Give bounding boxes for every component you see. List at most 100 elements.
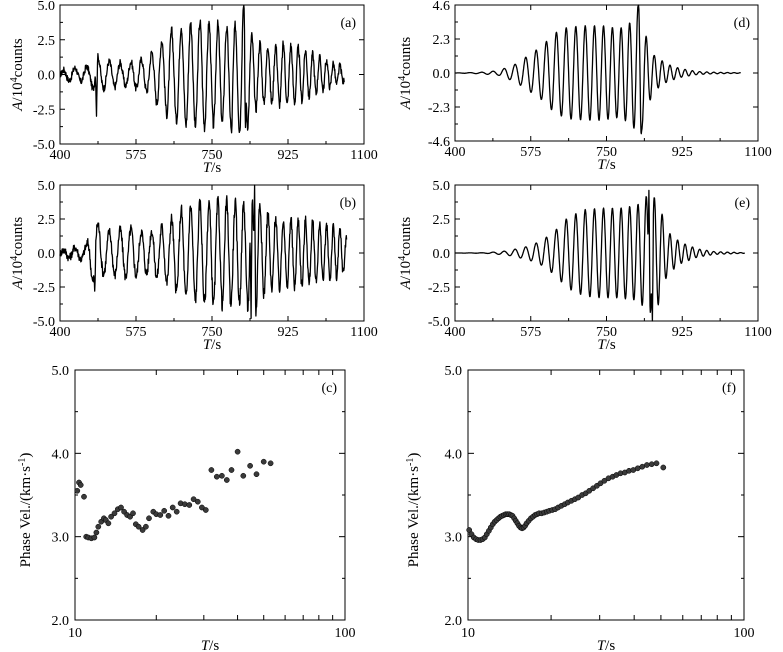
- x-tick-label-e: 925: [672, 325, 693, 340]
- x-axis-label-b: T/s: [203, 337, 222, 353]
- y-tick-label-e: -5.0: [428, 315, 450, 330]
- panel-label-d: (d): [734, 16, 751, 31]
- x-tick-label-d: 1100: [744, 145, 771, 160]
- data-point-c: [146, 515, 152, 522]
- y-tick-label-f: 2.0: [445, 614, 463, 629]
- waveform-trace-d: [454, 4, 741, 135]
- y-tick-label-c: 5.0: [52, 364, 70, 379]
- y-tick-label-a: -2.5: [33, 103, 55, 118]
- y-tick-label-d: 4.6: [433, 0, 451, 14]
- data-point-c: [161, 507, 168, 514]
- x-tick-label-a: 575: [126, 148, 147, 163]
- x-axis-label-c: T/s: [201, 638, 220, 652]
- data-point-c: [81, 493, 87, 500]
- data-point-c: [93, 529, 100, 536]
- y-tick-label-e: 2.5: [433, 213, 451, 228]
- x-tick-label-c: 100: [335, 626, 356, 641]
- y-tick-label-c: 3.0: [52, 531, 70, 546]
- data-point-c: [234, 448, 241, 455]
- x-tick-label-f: 10: [461, 626, 475, 641]
- panel-label-c: (c): [321, 381, 337, 396]
- y-tick-label-d: 0.0: [433, 67, 451, 82]
- data-point-c: [173, 508, 180, 515]
- data-point-c: [219, 472, 225, 479]
- y-tick-label-e: -2.5: [428, 281, 450, 296]
- y-tick-label-a: 5.0: [38, 0, 56, 14]
- y-axis-label-c: Phase Vel./(km·s-1): [17, 453, 35, 568]
- data-point-c: [267, 460, 274, 467]
- x-tick-label-b: 1100: [350, 325, 377, 340]
- y-tick-label-b: -2.5: [33, 281, 55, 296]
- panel-f: (f) 5.0 4.0 3.0 2.010 100 Phase Vel./(km·s-1) T…: [405, 364, 755, 652]
- data-point-f: [653, 460, 660, 467]
- data-point-c: [228, 467, 235, 473]
- x-tick-label-f: 100: [734, 626, 755, 641]
- y-axis-label-f: Phase Vel./(km·s-1): [405, 453, 423, 568]
- data-point-f: [648, 461, 655, 468]
- data-point-f: [660, 464, 667, 471]
- y-tick-label-e: 5.0: [433, 179, 451, 194]
- data-point-c: [190, 496, 197, 503]
- x-tick-label-a: 1100: [350, 148, 377, 163]
- x-tick-label-b: 575: [126, 325, 147, 340]
- panel-label-b: (b): [340, 196, 357, 211]
- data-point-c: [108, 513, 114, 520]
- data-point-c: [91, 534, 98, 541]
- data-point-c: [135, 523, 142, 530]
- y-tick-label-b: -5.0: [33, 315, 55, 330]
- x-tick-label-d: 400: [445, 145, 466, 160]
- y-tick-label-d: -4.6: [428, 135, 450, 150]
- data-point-c: [111, 510, 118, 517]
- data-point-c: [118, 504, 124, 511]
- y-tick-label-e: 0.0: [433, 247, 451, 262]
- data-point-c: [130, 510, 136, 517]
- y-axis-label-e: A/104counts: [397, 217, 415, 291]
- x-tick-label-b: 750: [202, 325, 223, 340]
- y-tick-label-a: 2.5: [38, 34, 56, 49]
- panel-label-e: (e): [734, 196, 750, 211]
- waveform-trace-b: [59, 184, 348, 319]
- x-axis-label-d: T/s: [597, 157, 616, 173]
- data-point-c: [208, 467, 215, 473]
- data-point-f: [644, 462, 650, 468]
- x-tick-label-e: 575: [520, 325, 541, 340]
- y-tick-label-f: 4.0: [445, 447, 463, 462]
- y-tick-label-a: -5.0: [33, 138, 55, 153]
- y-tick-label-c: 4.0: [52, 447, 70, 462]
- plot-frame-f: [467, 369, 745, 621]
- y-tick-label-b: 2.5: [38, 213, 56, 228]
- x-tick-label-d: 750: [596, 145, 617, 160]
- x-tick-label-d: 925: [672, 145, 693, 160]
- data-point-c: [74, 487, 81, 494]
- panel-label-a: (a): [340, 16, 356, 31]
- y-axis-label-d: A/104counts: [397, 37, 415, 111]
- data-point-c: [194, 498, 201, 505]
- x-tick-label-d: 575: [520, 145, 541, 160]
- y-tick-label-d: 2.3: [433, 33, 451, 48]
- data-point-c: [77, 482, 84, 488]
- y-tick-label-b: 0.0: [38, 247, 56, 262]
- data-point-c: [143, 523, 149, 530]
- y-tick-label-f: 5.0: [445, 364, 463, 379]
- x-axis-label-a: T/s: [203, 160, 222, 176]
- data-point-c: [213, 473, 220, 480]
- data-point-c: [247, 462, 253, 469]
- data-point-c: [157, 512, 164, 518]
- plot-frame-c: [74, 369, 346, 621]
- x-axis-label-e: T/s: [597, 337, 616, 353]
- y-axis-label-b: A/104counts: [9, 217, 27, 291]
- x-tick-label-a: 925: [278, 148, 299, 163]
- x-axis-label-f: T/s: [597, 638, 616, 652]
- data-point-c: [105, 520, 112, 527]
- data-point-c: [169, 504, 176, 511]
- data-point-f: [601, 477, 608, 484]
- x-tick-label-a: 400: [50, 148, 71, 163]
- data-point-c: [260, 458, 267, 465]
- x-tick-label-b: 925: [278, 325, 299, 340]
- data-point-c: [223, 477, 230, 483]
